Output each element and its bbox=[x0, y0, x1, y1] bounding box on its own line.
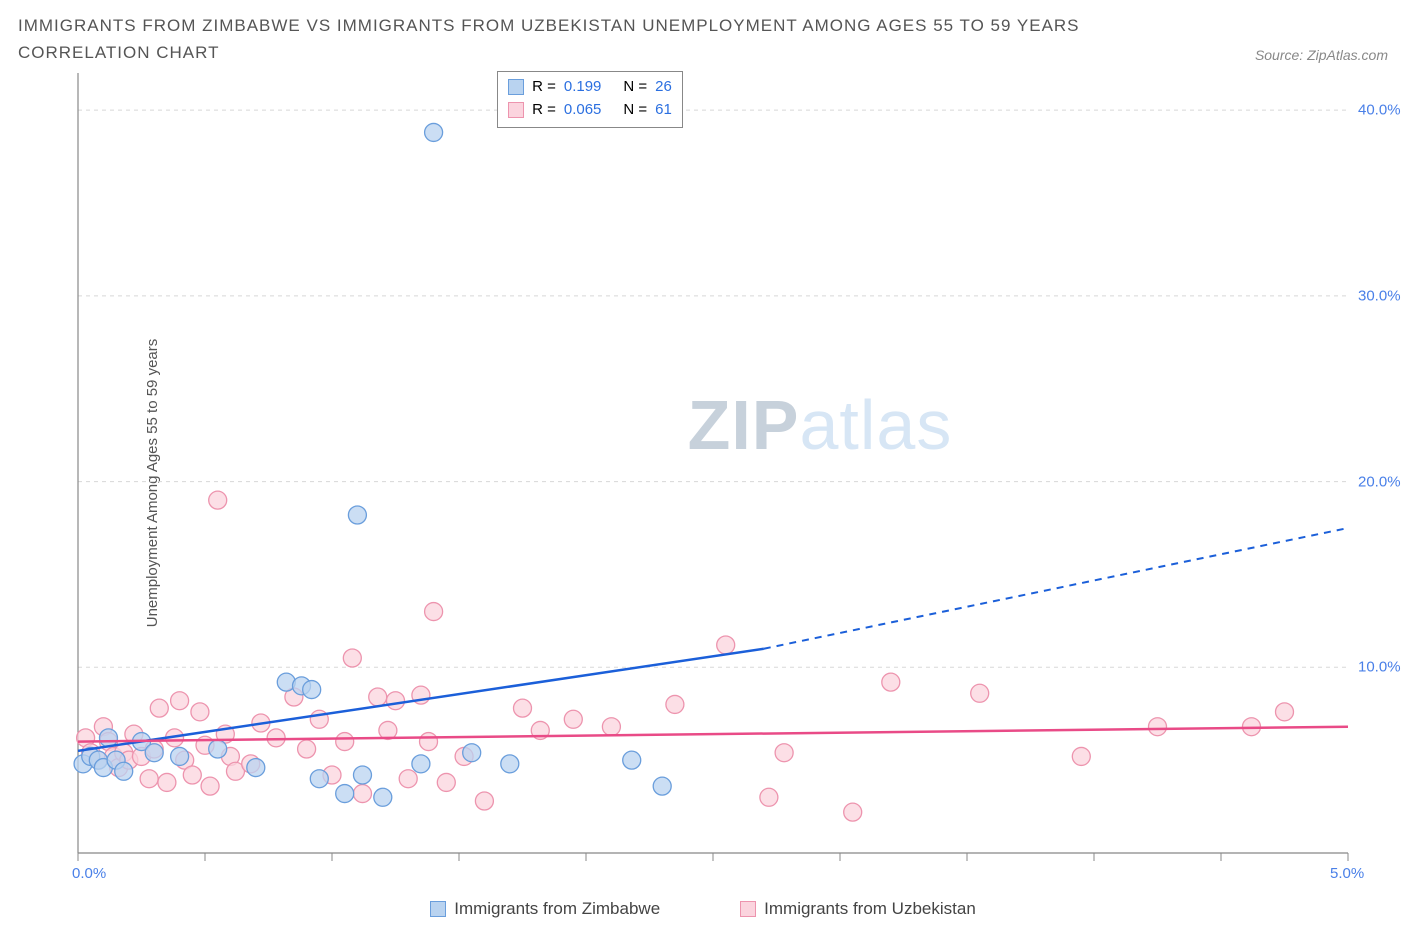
y-tick-label: 10.0% bbox=[1358, 659, 1401, 676]
r-value-b: 0.065 bbox=[564, 99, 602, 122]
header: IMMIGRANTS FROM ZIMBABWE VS IMMIGRANTS F… bbox=[18, 12, 1388, 63]
n-value-b: 61 bbox=[655, 99, 672, 122]
scatter-plot bbox=[18, 73, 1358, 873]
legend-item-zimbabwe: Immigrants from Zimbabwe bbox=[430, 899, 660, 919]
swatch-uzbekistan bbox=[508, 102, 524, 118]
swatch-uzbekistan-icon bbox=[740, 901, 756, 917]
swatch-zimbabwe bbox=[508, 79, 524, 95]
chart-area: Unemployment Among Ages 55 to 59 years 1… bbox=[18, 73, 1388, 893]
legend-stats: R = 0.199 N = 26 R = 0.065 N = 61 bbox=[497, 71, 683, 128]
chart-subtitle: CORRELATION CHART bbox=[18, 43, 1080, 63]
legend-item-uzbekistan: Immigrants from Uzbekistan bbox=[740, 899, 976, 919]
series-b-name: Immigrants from Uzbekistan bbox=[764, 899, 976, 919]
x-min-label: 0.0% bbox=[72, 865, 106, 882]
source-label: Source: ZipAtlas.com bbox=[1255, 47, 1388, 63]
n-label: N = bbox=[623, 76, 647, 99]
legend-row-b: R = 0.065 N = 61 bbox=[508, 99, 672, 122]
r-label: R = bbox=[532, 99, 556, 122]
y-tick-label: 40.0% bbox=[1358, 102, 1401, 119]
n-label: N = bbox=[623, 99, 647, 122]
swatch-zimbabwe-icon bbox=[430, 901, 446, 917]
series-a-name: Immigrants from Zimbabwe bbox=[454, 899, 660, 919]
legend-row-a: R = 0.199 N = 26 bbox=[508, 76, 672, 99]
x-max-label: 5.0% bbox=[1330, 865, 1364, 882]
chart-title: IMMIGRANTS FROM ZIMBABWE VS IMMIGRANTS F… bbox=[18, 12, 1080, 39]
y-tick-label: 30.0% bbox=[1358, 288, 1401, 305]
r-label: R = bbox=[532, 76, 556, 99]
n-value-a: 26 bbox=[655, 76, 672, 99]
y-tick-label: 20.0% bbox=[1358, 473, 1401, 490]
legend-series: Immigrants from Zimbabwe Immigrants from… bbox=[18, 899, 1388, 919]
r-value-a: 0.199 bbox=[564, 76, 602, 99]
